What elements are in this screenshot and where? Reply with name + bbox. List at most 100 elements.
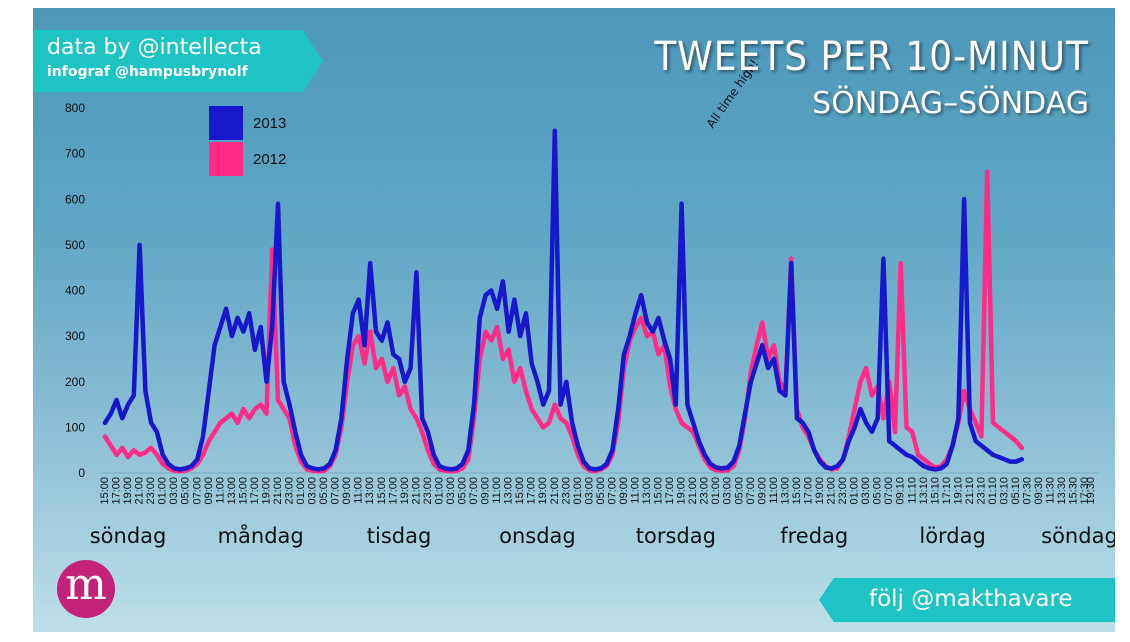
x-tick-label: 23:00 <box>837 477 849 505</box>
x-tick-label: 11:10 <box>906 477 918 504</box>
x-tick-label: 09:00 <box>203 477 215 505</box>
logo-letter: m <box>65 559 107 610</box>
y-tick-label: 500 <box>65 238 85 252</box>
x-tick-label: 07:00 <box>330 477 342 505</box>
x-tick-label: 21:00 <box>134 477 146 505</box>
legend-label-2013: 2013 <box>253 115 286 132</box>
x-tick-label: 13:00 <box>503 477 515 505</box>
x-tick-label: 09:00 <box>756 477 768 505</box>
x-tick-label: 19:30 <box>1085 477 1097 505</box>
x-tick-label: 07:00 <box>745 477 757 505</box>
x-tick-label: 01:00 <box>572 477 584 505</box>
x-tick-label: 05:00 <box>595 477 607 505</box>
day-label: söndag <box>90 524 167 548</box>
y-tick-label: 700 <box>65 147 85 161</box>
x-tick-label: 07:00 <box>468 477 480 505</box>
x-tick-label: 03:00 <box>307 477 319 505</box>
x-tick-label: 05:00 <box>733 477 745 505</box>
x-tick-label: 13:00 <box>226 477 238 505</box>
y-tick-label: 100 <box>65 420 85 434</box>
x-tick-label: 19:10 <box>952 477 964 505</box>
day-label: torsdag <box>636 524 716 548</box>
day-label: lördag <box>919 524 985 548</box>
x-tick-label: 03:00 <box>722 477 734 505</box>
credit-data-by: data by @intellecta <box>47 35 262 60</box>
x-tick-label: 17:00 <box>802 477 814 505</box>
x-tick-label: 21:00 <box>410 477 422 505</box>
x-tick-label: 01:00 <box>157 477 169 505</box>
x-tick-label: 23:10 <box>975 477 987 505</box>
series-line-2013 <box>102 128 1025 472</box>
x-tick-label: 11:00 <box>214 477 226 504</box>
credit-banner: data by @intellecta infograf @hampusbryn… <box>33 30 323 92</box>
x-tick-label: 23:00 <box>560 477 572 505</box>
day-label: måndag <box>218 523 304 548</box>
follow-banner[interactable]: följ @makthavare <box>819 578 1115 622</box>
x-tick-label: 19:00 <box>399 477 411 505</box>
x-tick-label: 19:00 <box>537 477 549 505</box>
x-tick-label: 15:10 <box>929 477 941 505</box>
x-tick-label: 07:00 <box>883 477 895 505</box>
legend-swatch-2013 <box>209 106 243 140</box>
x-tick-label: 19:00 <box>122 477 134 505</box>
legend-label-2012: 2012 <box>253 151 286 168</box>
x-tick-label: 05:00 <box>456 477 468 505</box>
x-tick-label: 13:00 <box>364 477 376 505</box>
x-tick-label: 17:00 <box>111 477 123 505</box>
series-line-2012 <box>102 169 1025 474</box>
x-tick-label: 03:00 <box>860 477 872 505</box>
x-tick-label: 09:10 <box>895 477 907 505</box>
y-tick-label: 300 <box>65 329 85 343</box>
day-label: söndag <box>1041 524 1115 548</box>
x-tick-label: 07:00 <box>606 477 618 505</box>
x-tick-label: 05:10 <box>1010 477 1022 505</box>
chart-subtitle: SÖNDAG–SÖNDAG <box>812 86 1089 121</box>
follow-label[interactable]: följ @makthavare <box>869 586 1073 612</box>
credit-infograf: infograf @hampusbrynolf <box>47 64 248 80</box>
x-tick-label: 11:00 <box>629 477 641 504</box>
x-tick-label: 09:00 <box>341 477 353 505</box>
x-tick-label: 07:00 <box>191 477 203 505</box>
x-tick-label: 23:00 <box>422 477 434 505</box>
x-tick-label: 21:00 <box>826 477 838 505</box>
x-tick-label: 01:00 <box>849 477 861 505</box>
x-tick-label: 01:00 <box>433 477 445 505</box>
x-tick-label: 17:30 <box>1079 477 1091 505</box>
x-tick-label: 23:00 <box>699 477 711 505</box>
x-tick-label: 01:00 <box>295 477 307 505</box>
x-tick-label: 15:00 <box>791 477 803 505</box>
x-tick-label: 23:00 <box>145 477 157 505</box>
day-label: fredag <box>780 524 848 548</box>
x-tick-label: 01:10 <box>987 477 999 505</box>
x-tick-label: 19:00 <box>676 477 688 505</box>
x-tick-label: 09:00 <box>618 477 630 505</box>
x-tick-label: 21:10 <box>964 477 976 505</box>
x-tick-label: 03:10 <box>999 477 1011 505</box>
x-tick-label: 03:00 <box>583 477 595 505</box>
x-tick-label: 17:00 <box>664 477 676 505</box>
x-tick-label: 13:30 <box>1056 477 1068 505</box>
x-tick-label: 15:00 <box>376 477 388 505</box>
x-tick-label: 03:00 <box>168 477 180 505</box>
x-tick-label: 01:00 <box>710 477 722 505</box>
x-tick-label: 15:30 <box>1068 477 1080 505</box>
x-tick-label: 21:00 <box>272 477 284 505</box>
x-tick-label: 19:00 <box>260 477 272 505</box>
x-tick-label: 13:00 <box>641 477 653 505</box>
x-tick-label: 05:00 <box>318 477 330 505</box>
x-tick-label: 11:00 <box>491 477 503 504</box>
y-tick-label: 0 <box>78 466 85 480</box>
infographic-poster: 0 100 200 300 400 500 600 700 800 15:00 17:00 19:00… <box>33 8 1115 632</box>
x-tick-label: 17:00 <box>249 477 261 505</box>
y-tick-label: 600 <box>65 192 85 206</box>
x-tick-label: 03:00 <box>445 477 457 505</box>
x-tick-label: 09:30 <box>1033 477 1045 505</box>
y-tick-label: 400 <box>65 284 85 298</box>
legend-swatch-2012 <box>209 142 243 176</box>
x-tick-label: 07:30 <box>1022 477 1034 505</box>
x-tick-label: 15:00 <box>514 477 526 505</box>
day-label: onsdag <box>499 524 576 548</box>
x-tick-label: 11:30 <box>1045 477 1057 504</box>
x-tick-label: 09:00 <box>480 477 492 505</box>
